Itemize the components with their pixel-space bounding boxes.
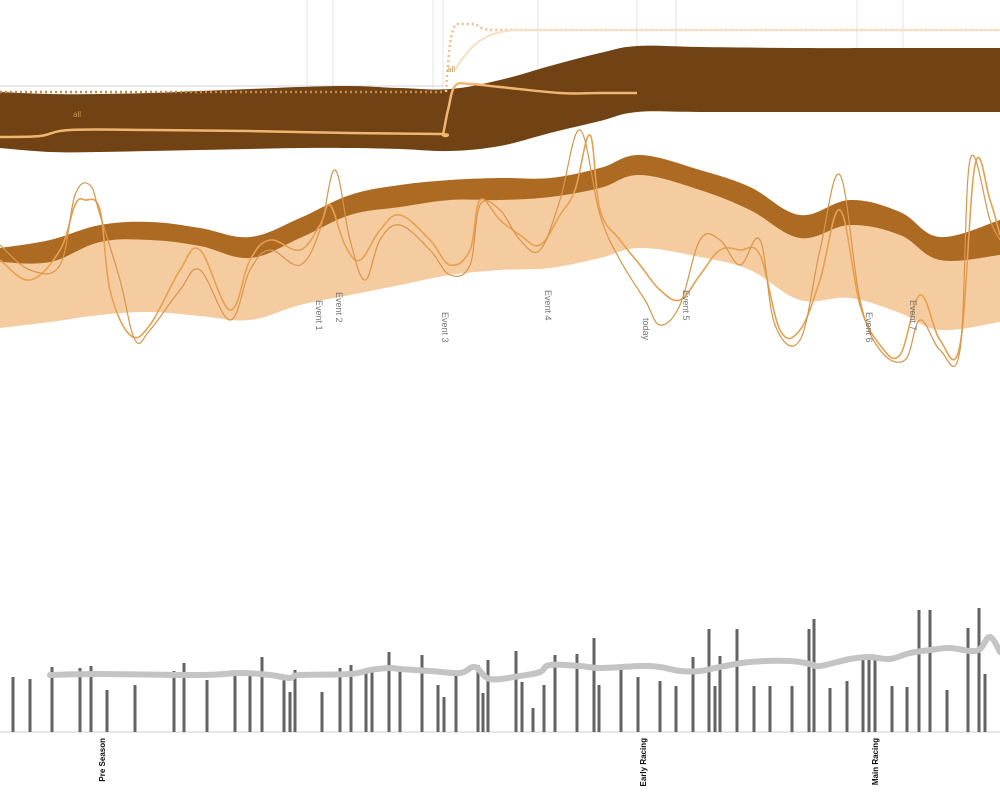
workload-bar bbox=[288, 692, 292, 732]
workload-bar bbox=[845, 681, 849, 732]
workload-bar bbox=[486, 660, 490, 732]
workload-bar bbox=[592, 638, 596, 732]
event-marker-label: Event 4 bbox=[543, 290, 553, 321]
workload-bar bbox=[597, 685, 601, 732]
event-marker-label: Event 7 bbox=[908, 300, 918, 331]
workload-bar bbox=[658, 681, 662, 732]
workload-bar bbox=[917, 610, 921, 732]
workload-bar bbox=[966, 628, 970, 732]
workload-bar bbox=[133, 685, 137, 732]
load-line-2 bbox=[0, 129, 1000, 367]
projection-line bbox=[454, 29, 1000, 71]
workload-bar bbox=[28, 679, 32, 732]
workload-panel bbox=[0, 608, 1000, 733]
workload-bar bbox=[928, 610, 932, 732]
workload-bar bbox=[752, 686, 756, 732]
workload-bar bbox=[78, 668, 82, 732]
workload-bar bbox=[790, 686, 794, 732]
series-label-all-2: all bbox=[447, 65, 455, 74]
event-marker-label: Event 2 bbox=[334, 292, 344, 323]
workload-bar bbox=[575, 654, 579, 732]
workload-bar bbox=[248, 674, 252, 732]
workload-bar bbox=[945, 690, 949, 732]
workload-bar bbox=[735, 629, 739, 732]
workload-bar bbox=[812, 619, 816, 732]
workload-bar bbox=[420, 655, 424, 732]
workload-bar bbox=[867, 659, 871, 732]
workload-bar bbox=[172, 671, 176, 732]
fitness-panel bbox=[0, 129, 1000, 367]
workload-bar bbox=[338, 668, 342, 732]
workload-bar bbox=[713, 686, 717, 732]
workload-bar bbox=[619, 666, 623, 732]
event-marker-label: Event 3 bbox=[440, 312, 450, 343]
workload-bar bbox=[436, 685, 440, 732]
workload-bar bbox=[182, 663, 186, 732]
fitness-band-light bbox=[0, 174, 1000, 331]
event-marker-label: Event 1 bbox=[314, 300, 324, 331]
workload-bar bbox=[11, 677, 15, 732]
workload-bar bbox=[768, 686, 772, 732]
performance-band bbox=[0, 45, 1000, 153]
workload-bar bbox=[398, 672, 402, 732]
workload-bar bbox=[349, 665, 353, 732]
workload-bar bbox=[442, 697, 446, 732]
workload-bar bbox=[476, 665, 480, 732]
season-label-main-racing: Main Racing bbox=[871, 738, 880, 785]
workload-bar bbox=[828, 688, 832, 732]
event-marker-label: Event 5 bbox=[681, 290, 691, 321]
form-line bbox=[0, 81, 637, 139]
workload-bar bbox=[205, 680, 209, 732]
workload-bar bbox=[520, 682, 524, 732]
workload-bar bbox=[873, 655, 877, 732]
workload-trend-line bbox=[47, 634, 1000, 683]
today-marker-label: today bbox=[641, 318, 651, 341]
workload-bar bbox=[50, 667, 54, 732]
workload-bar bbox=[282, 679, 286, 732]
load-line-1 bbox=[0, 134, 1000, 361]
workload-bar bbox=[370, 671, 374, 732]
workload-bar bbox=[233, 676, 237, 732]
workload-bar bbox=[636, 677, 640, 732]
workload-bar bbox=[691, 657, 695, 732]
series-label-all: all bbox=[73, 110, 81, 119]
event-marker-label: Event 6 bbox=[864, 312, 874, 343]
season-labels: Pre Season Early Racing Main Racing bbox=[98, 738, 880, 787]
workload-bar bbox=[861, 655, 865, 732]
workload-bar bbox=[983, 674, 987, 732]
fitness-band-dark bbox=[0, 154, 1000, 270]
workload-bar bbox=[905, 687, 909, 732]
workload-bar bbox=[260, 657, 264, 732]
workload-bar bbox=[542, 685, 546, 732]
workload-bar bbox=[674, 686, 678, 732]
workload-bar bbox=[454, 674, 458, 732]
season-label-pre-season: Pre Season bbox=[98, 738, 107, 782]
performance-panel: all all bbox=[0, 22, 1000, 153]
workload-bar bbox=[807, 629, 811, 732]
workload-bar bbox=[89, 666, 93, 732]
season-label-early-racing: Early Racing bbox=[639, 738, 648, 787]
workload-bar bbox=[481, 693, 485, 732]
workload-bar bbox=[718, 656, 722, 732]
workload-bar bbox=[320, 692, 324, 732]
workload-bar bbox=[514, 651, 518, 732]
workload-bar bbox=[105, 690, 109, 732]
gridlines bbox=[0, 0, 904, 90]
workload-bar bbox=[364, 669, 368, 732]
workload-bar bbox=[531, 708, 535, 732]
workload-bar bbox=[977, 608, 981, 732]
workload-bar bbox=[387, 652, 391, 732]
workload-bar bbox=[890, 686, 894, 732]
workload-bar bbox=[293, 670, 297, 732]
event-markers: Event 1 Event 2 Event 3 Event 4 today Event 5… bbox=[314, 290, 918, 343]
workload-bar bbox=[707, 629, 711, 732]
workload-bar bbox=[553, 655, 557, 732]
